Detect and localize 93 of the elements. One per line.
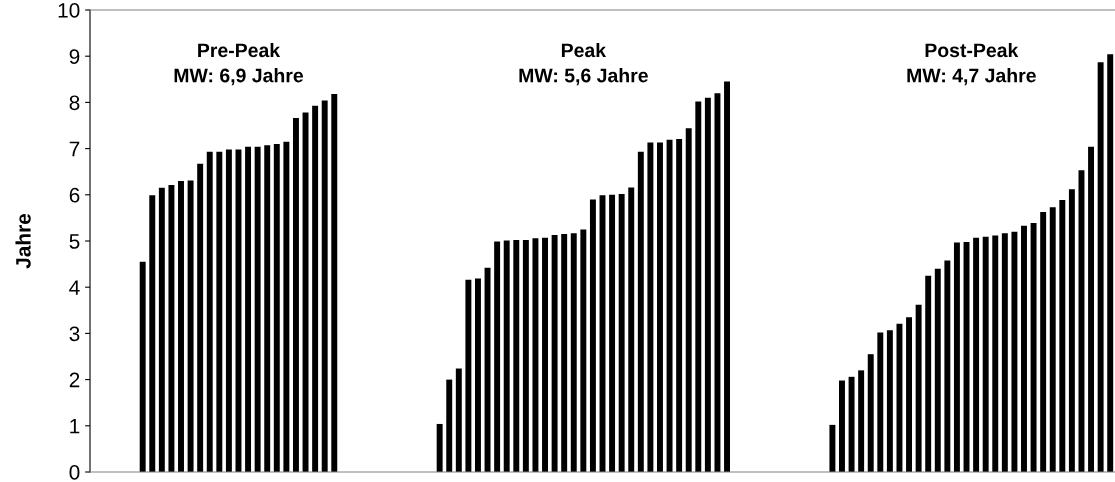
- bar: [561, 234, 568, 472]
- bar: [254, 146, 261, 472]
- y-tick-label: 5: [69, 234, 80, 249]
- annotation: Pre-Peak MW: 6,9 Jahre: [174, 42, 304, 86]
- bar: [475, 278, 481, 472]
- y-tick-label: 0: [69, 465, 80, 480]
- bar: [522, 240, 529, 472]
- bar: [982, 236, 989, 472]
- bar: [245, 146, 252, 472]
- bar: [1049, 207, 1056, 472]
- bar: [685, 128, 692, 472]
- y-tick-label: 8: [69, 95, 80, 111]
- bar: [292, 118, 299, 472]
- bar: [877, 332, 884, 472]
- bar: [1097, 62, 1104, 472]
- bar: [886, 330, 893, 472]
- bar: [321, 100, 328, 472]
- bar: [724, 81, 730, 472]
- bar: [216, 151, 223, 472]
- bar: [944, 260, 951, 472]
- bar: [589, 199, 596, 472]
- bar: [647, 142, 654, 472]
- bar: [973, 237, 980, 472]
- bar: [139, 261, 146, 472]
- bar: [848, 376, 855, 472]
- bar: [1001, 233, 1008, 472]
- bar: [704, 97, 711, 472]
- bar: [839, 380, 845, 472]
- bar: [580, 229, 587, 472]
- bar: [197, 163, 204, 472]
- y-tick-label: 10: [58, 3, 80, 18]
- bar: [149, 195, 156, 472]
- bar: [925, 275, 932, 472]
- annotation: Post-Peak MW: 4,7 Jahre: [907, 42, 1036, 86]
- bar: [264, 145, 271, 472]
- bar: [302, 112, 309, 472]
- y-tick-label: 3: [69, 326, 80, 342]
- bar: [1030, 222, 1037, 472]
- annotation: Peak MW: 5,6 Jahre: [519, 42, 648, 86]
- bar: [532, 238, 539, 472]
- bar: [542, 237, 548, 472]
- bar: [312, 105, 319, 472]
- bar: [609, 194, 616, 472]
- bar: [676, 138, 683, 472]
- bar: [829, 424, 836, 472]
- bar: [666, 139, 673, 472]
- bar: [896, 323, 903, 472]
- bar: [494, 241, 501, 472]
- bar: [225, 149, 232, 472]
- bar: [637, 151, 644, 472]
- y-tick-label: 9: [69, 49, 80, 64]
- bar: [618, 193, 625, 472]
- bar: [178, 180, 184, 472]
- y-tick-label: 2: [69, 372, 80, 388]
- bar: [657, 142, 663, 472]
- bar: [867, 354, 874, 472]
- bar: [570, 233, 577, 472]
- bar: [446, 379, 453, 472]
- bar: [953, 242, 960, 472]
- bar: [992, 235, 999, 472]
- y-tick-label: 4: [69, 280, 80, 295]
- bar: [934, 268, 941, 472]
- bar: [551, 234, 558, 472]
- bar: [1011, 231, 1018, 472]
- bar: [1068, 189, 1075, 472]
- bar: [455, 368, 462, 472]
- bar: [484, 267, 491, 472]
- y-tick-label: 7: [69, 141, 80, 157]
- bar: [513, 240, 520, 472]
- bar: [915, 304, 922, 472]
- bar: [331, 94, 338, 472]
- bar: [695, 101, 702, 472]
- y-tick-label: 1: [70, 419, 80, 434]
- bar: [1021, 225, 1027, 472]
- bar: [168, 185, 175, 472]
- bar: [436, 423, 443, 472]
- bar: [158, 187, 165, 472]
- bar: [465, 279, 472, 472]
- bar: [1059, 199, 1066, 472]
- bar: [906, 317, 913, 472]
- bar: [503, 240, 510, 472]
- bar: [273, 143, 280, 472]
- bar: [206, 151, 213, 472]
- bar: [714, 93, 721, 472]
- y-axis-title: Jahre: [15, 213, 31, 269]
- bar: [283, 141, 290, 472]
- bar: [858, 370, 865, 472]
- y-tick-label: 6: [69, 187, 80, 203]
- bar: [1040, 211, 1047, 472]
- bar: [628, 187, 635, 472]
- bar: [187, 180, 194, 472]
- bar: [1088, 146, 1095, 472]
- bar: [1107, 54, 1114, 472]
